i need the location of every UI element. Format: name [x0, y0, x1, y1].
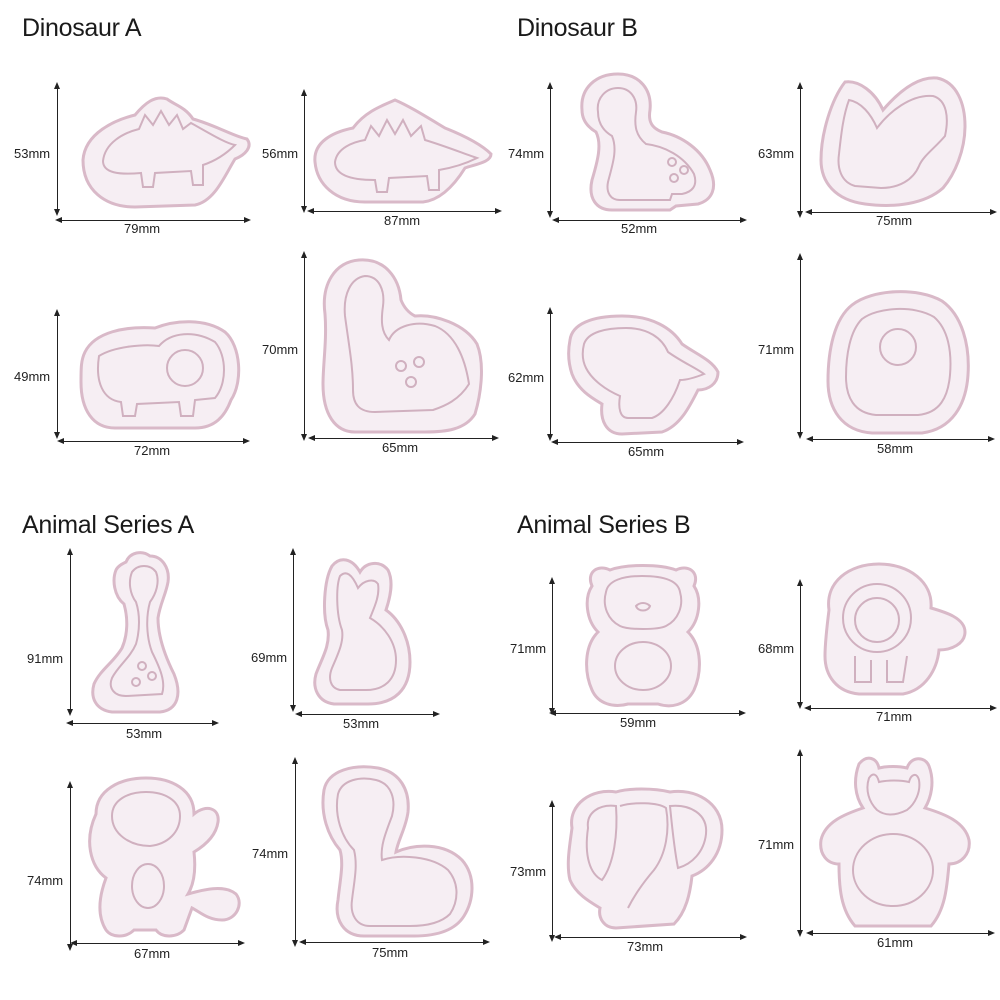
section-title-animal-series-a: Animal Series A [22, 511, 194, 539]
section-title-dinosaur-a: Dinosaur A [22, 14, 142, 42]
dimension-height: 73mm [510, 864, 547, 879]
baby-dinosaur-icon [580, 72, 715, 212]
triceratops-icon [79, 320, 241, 430]
giraffe-icon [91, 551, 180, 714]
elephant-icon [566, 787, 724, 930]
dimension-height: 70mm [262, 342, 299, 357]
spiked-dinosaur-icon [313, 98, 493, 204]
dimension-width: 65mm [628, 444, 665, 459]
dimension-height: 71mm [758, 837, 795, 852]
section-title-dinosaur-b: Dinosaur B [517, 14, 638, 42]
dimension-height: 63mm [758, 146, 795, 161]
dimension-height: 91mm [27, 651, 64, 666]
dimension-width: 61mm [877, 935, 914, 950]
dimension-width: 59mm [620, 715, 657, 730]
dimension-width: 87mm [384, 213, 421, 228]
dimension-width: 53mm [343, 716, 380, 731]
pterodactyl-icon [819, 76, 967, 207]
stegosaurus-icon [81, 96, 251, 209]
dimension-height: 71mm [510, 641, 547, 656]
long-neck-dinosaur-icon [321, 258, 483, 434]
dimension-width: 53mm [126, 726, 163, 741]
dimension-width: 75mm [876, 213, 913, 228]
dimension-height: 74mm [27, 873, 64, 888]
lion-icon [823, 562, 967, 696]
dimension-height: 53mm [14, 146, 51, 161]
dimension-width: 75mm [372, 945, 409, 960]
zebra-icon [321, 765, 474, 938]
dimension-height: 74mm [252, 846, 289, 861]
round-dinosaur-icon [826, 290, 970, 435]
dimension-width: 71mm [876, 709, 913, 724]
t-rex-icon [567, 314, 720, 436]
hippo-icon [819, 756, 971, 928]
dimension-width: 65mm [382, 440, 419, 455]
dimension-width: 72mm [134, 443, 171, 458]
bear-icon [585, 564, 701, 708]
rabbit-icon [313, 558, 412, 706]
dimension-width: 79mm [124, 221, 161, 236]
dimension-height: 49mm [14, 369, 51, 384]
dimension-height: 74mm [508, 146, 545, 161]
dimension-height: 62mm [508, 370, 545, 385]
dimension-width: 58mm [877, 441, 914, 456]
dimension-height: 56mm [262, 146, 299, 161]
section-title-animal-series-b: Animal Series B [517, 511, 691, 539]
dimension-width: 73mm [627, 939, 664, 954]
dimension-height: 69mm [251, 650, 288, 665]
dimension-width: 67mm [134, 946, 171, 961]
monkey-icon [88, 776, 241, 938]
dimension-height: 68mm [758, 641, 795, 656]
dimension-height: 71mm [758, 342, 795, 357]
dimension-width: 52mm [621, 221, 658, 236]
